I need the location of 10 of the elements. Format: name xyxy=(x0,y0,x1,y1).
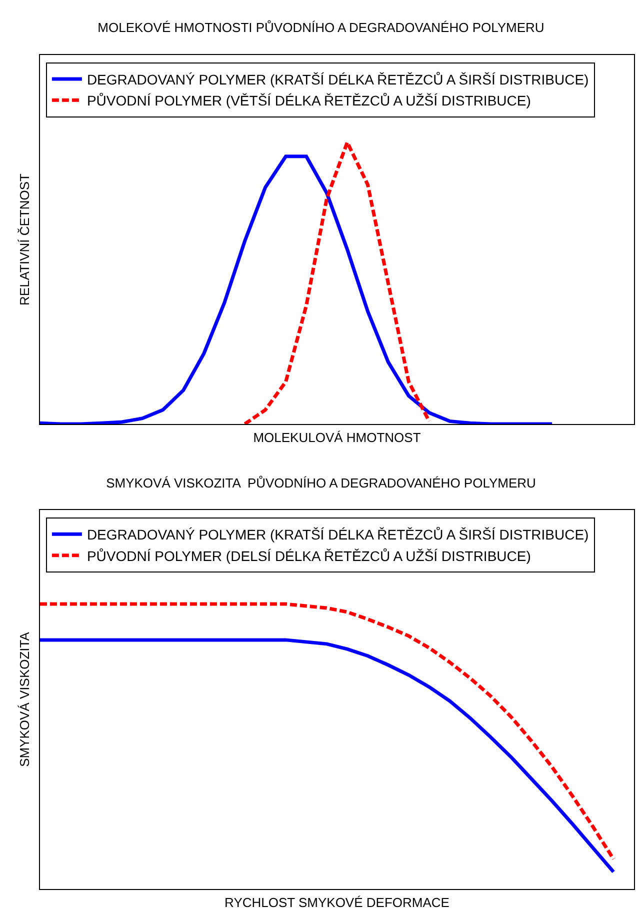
legend-label: PŮVODNÍ POLYMER (VĚTŠÍ DÉLKA ŘETĚZCŮ A UŽŠÍ DISTRIBUCE) xyxy=(86,92,531,109)
chart-title: SMYKOVÁ VISKOZITA PŮVODNÍHO A DEGRADOVANÉHO POLYMERU xyxy=(106,475,536,490)
x-axis-title: RYCHLOST SMYKOVÉ DEFORMACE xyxy=(224,895,450,910)
y-axis-title: RELATIVNÍ ČETNOST xyxy=(16,173,32,306)
y-axis-title: SMYKOVÁ VISKOZITA xyxy=(16,632,32,767)
chart-title: MOLEKOVÉ HMOTNOSTI PŮVODNÍHO A DEGRADOVANÉHO POLYMERU xyxy=(98,20,544,35)
x-axis-title: MOLEKULOVÁ HMOTNOST xyxy=(253,430,421,445)
legend-label: DEGRADOVANÝ POLYMER (KRATŠÍ DÉLKA ŘETĚZCŮ A ŠIRŠÍ DISTRIBUCE) xyxy=(86,526,589,543)
legend-label: PŮVODNÍ POLYMER (DELSÍ DÉLKA ŘETĚZCŮ A UŽŠÍ DISTRIBUCE) xyxy=(86,548,531,564)
legend-label: DEGRADOVANÝ POLYMER (KRATŠÍ DÉLKA ŘETĚZCŮ A ŠIRŠÍ DISTRIBUCE) xyxy=(86,71,589,88)
